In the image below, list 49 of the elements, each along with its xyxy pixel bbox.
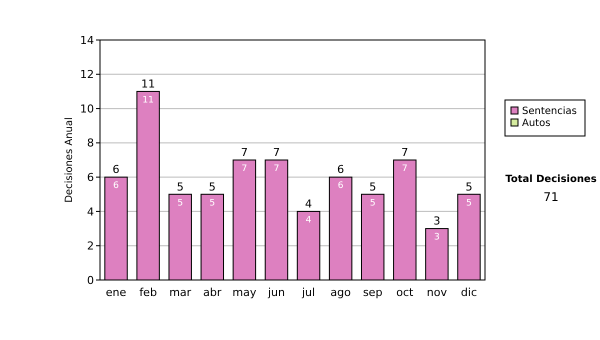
x-tick-label: sep (362, 286, 382, 299)
x-tick-label: ago (330, 286, 352, 299)
total-label: 7 (401, 146, 408, 159)
y-tick-label: 4 (87, 205, 94, 218)
total-label: 3 (433, 214, 440, 228)
total-label: 6 (337, 163, 344, 176)
y-tick-label: 12 (80, 68, 94, 82)
x-tick-label: feb (139, 286, 157, 299)
legend-label: Autos (522, 118, 550, 129)
x-tick-label: oct (396, 286, 414, 299)
x-tick-label: dic (460, 286, 478, 299)
total-label: 11 (141, 77, 156, 90)
total-label: 5 (208, 180, 216, 194)
y-tick-label: 2 (87, 240, 94, 253)
x-tick-label: nov (426, 286, 448, 299)
x-tick-label: jul (300, 286, 316, 299)
data-label: 3 (434, 232, 440, 243)
y-tick-label: 8 (87, 136, 94, 150)
data-label: 7 (402, 164, 408, 174)
y-tick-label: 6 (87, 170, 94, 184)
total-label: 4 (305, 197, 312, 210)
x-tick-label: jun (266, 286, 285, 299)
x-tick-label: may (232, 286, 257, 299)
text: Total Decisiones (505, 174, 597, 185)
y-tick-label: 10 (80, 102, 94, 116)
total-label: 7 (240, 146, 248, 159)
y-axis-title: Decisiones Anual (64, 117, 75, 203)
data-label: 5 (209, 198, 216, 208)
x-tick-label: mar (169, 286, 192, 299)
total-label: 5 (176, 180, 184, 194)
data-label: 6 (113, 181, 120, 192)
x-tick-label: abr (203, 286, 222, 299)
total-label: 7 (272, 146, 280, 159)
y-tick-label: 0 (87, 274, 94, 287)
legend-label: Sentencias (522, 106, 577, 117)
total-label: 5 (369, 180, 376, 194)
total-label: 6 (112, 163, 120, 176)
total-label: 5 (465, 180, 472, 194)
data-label: 11 (142, 95, 154, 106)
data-label: 5 (466, 198, 472, 208)
text: 71 (543, 190, 559, 204)
data-label: 4 (306, 215, 312, 226)
data-label: 7 (242, 164, 248, 174)
data-label: 5 (370, 198, 376, 208)
data-label: 7 (274, 164, 280, 174)
data-label: 5 (177, 198, 184, 208)
x-tick-label: ene (106, 286, 127, 299)
y-tick-label: 14 (80, 34, 94, 47)
data-label: 6 (338, 181, 344, 192)
